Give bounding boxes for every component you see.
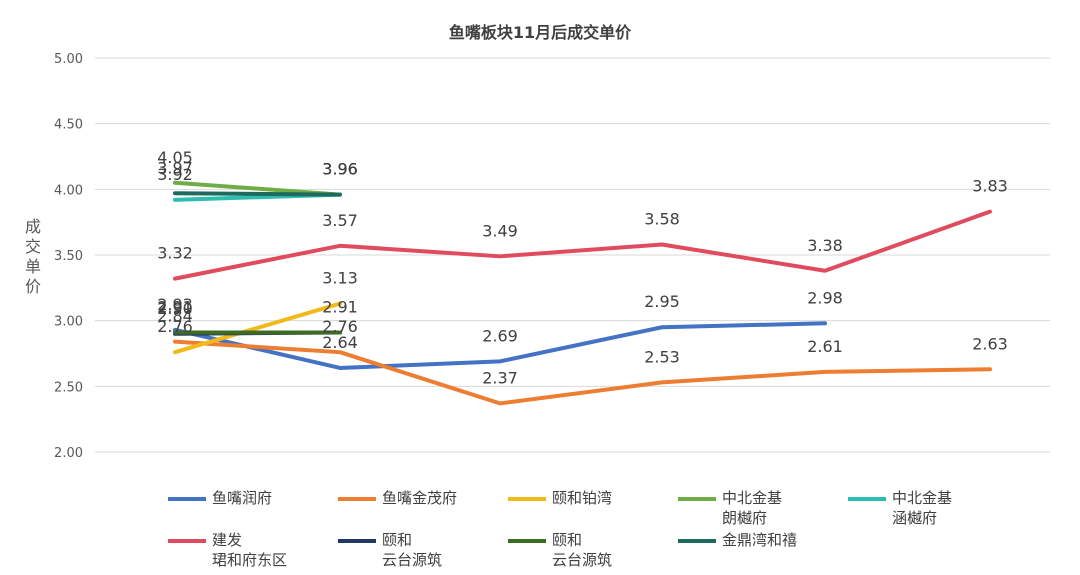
data-label: 2.93	[157, 295, 193, 314]
data-label: 2.64	[322, 333, 358, 352]
legend-swatch	[678, 497, 716, 501]
legend-label: 鱼嘴金茂府	[382, 489, 458, 507]
legend-swatch	[338, 539, 376, 543]
data-label: 2.91	[157, 297, 193, 316]
legend-item: 颐和 云台源筑	[508, 530, 612, 570]
data-label: 3.13	[322, 269, 358, 288]
legend-item: 中北金基 朗樾府	[678, 488, 782, 528]
data-label: 2.53	[644, 347, 680, 366]
y-tick-label: 2.00	[54, 446, 83, 461]
data-label: 2.76	[322, 317, 358, 336]
data-label: 2.76	[157, 317, 193, 336]
y-tick-label: 3.50	[54, 249, 83, 264]
legend-label: 颐和 云台源筑	[382, 531, 443, 569]
y-tick-label: 4.00	[54, 183, 83, 198]
legend-item: 颐和 云台源筑	[338, 530, 442, 570]
legend-swatch	[338, 497, 376, 501]
series-line-2	[173, 301, 342, 355]
series-line-0	[173, 321, 827, 370]
y-axis-label: 成交单价	[25, 217, 41, 296]
legend-label: 金鼎湾和禧	[722, 531, 798, 549]
data-label: 3.58	[644, 209, 680, 228]
legend-item: 建发 珺和府东区	[168, 530, 287, 570]
data-label: 3.97	[157, 158, 193, 177]
data-label: 3.96	[322, 160, 358, 179]
legend-label: 中北金基 朗樾府	[722, 489, 783, 527]
data-label: 2.69	[482, 326, 518, 345]
legend-label: 鱼嘴润府	[212, 489, 273, 507]
data-label: 3.92	[157, 165, 193, 184]
data-label: 2.61	[807, 337, 843, 356]
data-label: 2.63	[972, 334, 1008, 353]
series-line-8	[173, 191, 342, 197]
legend-swatch	[168, 539, 206, 543]
chart-title: 鱼嘴板块11月后成交单价	[449, 23, 632, 42]
series-line-1	[173, 339, 992, 406]
legend-label: 颐和铂湾	[552, 489, 613, 507]
legend-swatch	[168, 497, 206, 501]
data-label: 3.83	[972, 177, 1008, 196]
data-label: 2.95	[644, 292, 680, 311]
data-label: 3.49	[482, 221, 518, 240]
data-label: 2.91	[322, 297, 358, 316]
legend-swatch	[508, 497, 546, 501]
legend-swatch	[678, 539, 716, 543]
data-label: 4.05	[157, 148, 193, 167]
legend-item: 鱼嘴金茂府	[338, 488, 457, 508]
data-label: 2.84	[157, 307, 193, 326]
legend-swatch	[508, 539, 546, 543]
y-tick-label: 4.50	[54, 118, 83, 133]
y-tick-label: 3.00	[54, 315, 83, 330]
data-label: 2.98	[807, 288, 843, 307]
legend-label: 建发 珺和府东区	[212, 531, 288, 569]
data-label: 3.32	[157, 244, 193, 263]
legend-swatch	[848, 497, 886, 501]
data-label: 2.37	[482, 368, 518, 387]
data-label: 3.96	[322, 160, 358, 179]
data-label: 2.90	[157, 299, 193, 318]
legend-item: 金鼎湾和禧	[678, 530, 797, 550]
legend-label: 颐和 云台源筑	[552, 531, 613, 569]
data-label: 3.96	[322, 160, 358, 179]
y-tick-label: 2.50	[54, 380, 83, 395]
legend-label: 中北金基 涵樾府	[892, 489, 953, 527]
series-line-5	[173, 209, 992, 281]
legend-item: 颐和铂湾	[508, 488, 612, 508]
legend-item: 鱼嘴润府	[168, 488, 272, 508]
y-tick-label: 5.00	[54, 52, 83, 67]
legend-item: 中北金基 涵樾府	[848, 488, 952, 528]
data-label: 3.57	[322, 211, 358, 230]
data-label: 3.38	[807, 236, 843, 255]
